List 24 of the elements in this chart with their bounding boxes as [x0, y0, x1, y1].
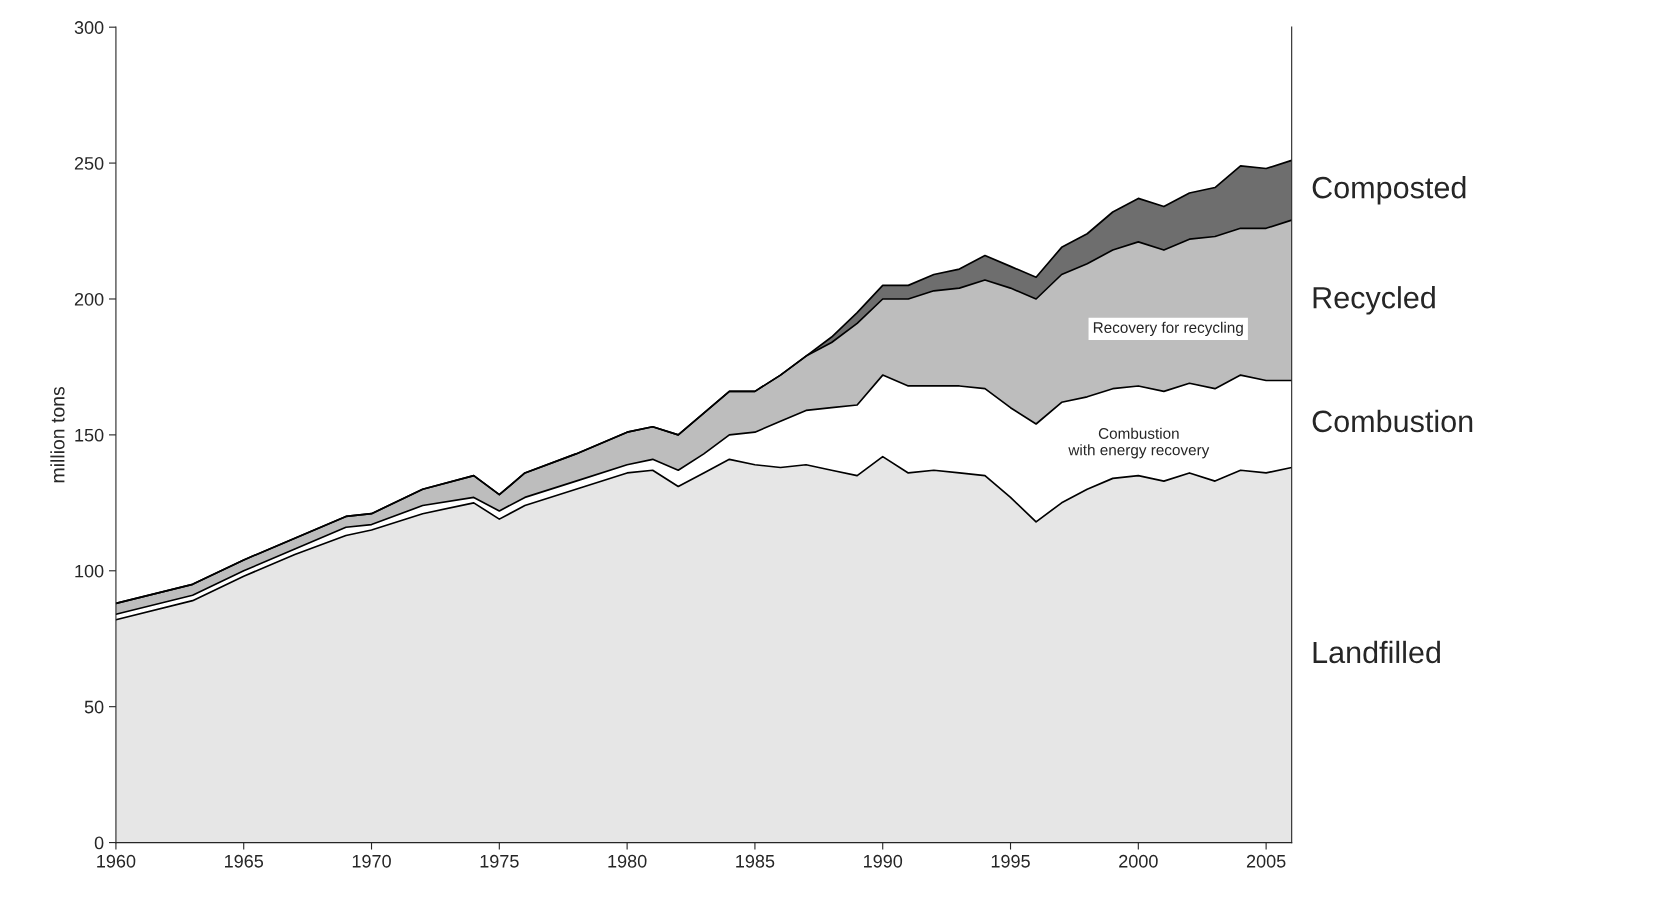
x-tick-label: 2000 — [1119, 854, 1158, 868]
y-tick-label: 50 — [84, 700, 104, 714]
x-tick-label: 1960 — [97, 854, 136, 868]
x-tick-label: 1975 — [480, 854, 519, 868]
x-tick-label: 1995 — [991, 854, 1030, 868]
x-tick-label: 2005 — [1246, 854, 1286, 868]
series-label: Composted — [1312, 176, 1466, 205]
series-label: Recycled — [1313, 286, 1435, 315]
x-tick-label: 1980 — [608, 854, 647, 868]
series-label: Combustion — [1312, 409, 1473, 433]
series-label: Landfilled — [1313, 640, 1440, 664]
y-tick-label: 300 — [74, 21, 104, 34]
y-tick-label: 200 — [74, 292, 104, 306]
x-tick-label: 1990 — [864, 854, 903, 868]
x-tick-label: 1965 — [225, 854, 264, 868]
y-axis-title: million tons — [50, 386, 65, 483]
x-tick-label: 1985 — [736, 854, 775, 868]
y-tick-label: 100 — [75, 564, 104, 578]
y-tick-label: 0 — [94, 836, 104, 850]
annotation: Recovery for recycling — [1093, 321, 1243, 336]
y-tick-label: 250 — [74, 157, 104, 170]
annotation: Combustion with energy recovery — [1068, 427, 1210, 459]
x-tick-label: 1970 — [352, 854, 391, 868]
y-tick-label: 150 — [75, 428, 104, 442]
